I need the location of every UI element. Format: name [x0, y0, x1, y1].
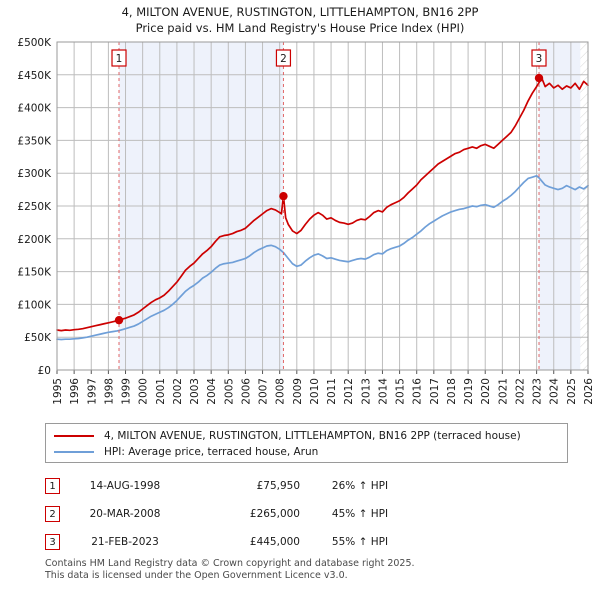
svg-text:2006: 2006	[240, 378, 252, 405]
svg-text:2: 2	[280, 53, 287, 65]
svg-text:£150K: £150K	[17, 267, 52, 279]
svg-text:£450K: £450K	[17, 70, 52, 82]
txn-date-3: 21-FEB-2023	[91, 536, 159, 548]
title-line-1: 4, MILTON AVENUE, RUSTINGTON, LITTLEHAMP…	[121, 5, 479, 19]
svg-text:2000: 2000	[138, 378, 150, 405]
svg-text:2021: 2021	[497, 378, 509, 405]
table-row: 1 14-AUG-1998 £75,950 26% ↑ HPI	[45, 472, 465, 500]
txn-hpi-delta-2: 45% ↑ HPI	[331, 508, 389, 520]
legend-swatch-property-icon	[54, 435, 94, 437]
svg-text:2013: 2013	[360, 378, 372, 405]
x-axis-ticks: 1995 1996 1997 1998 1999 2000 2001 2002 2003 2004…	[52, 370, 595, 405]
svg-text:£400K: £400K	[17, 103, 52, 115]
page-title: 4, MILTON AVENUE, RUSTINGTON, LITTLEHAMP…	[0, 4, 600, 36]
table-row: 3 21-FEB-2023 £445,000 55% ↑ HPI	[45, 528, 465, 556]
svg-text:2015: 2015	[395, 378, 407, 405]
svg-text:2007: 2007	[258, 378, 270, 405]
svg-text:2026: 2026	[583, 378, 595, 405]
svg-text:£350K: £350K	[17, 135, 52, 147]
svg-text:1996: 1996	[69, 378, 81, 405]
svg-text:1995: 1995	[52, 378, 64, 405]
svg-text:2024: 2024	[549, 378, 561, 405]
svg-text:2010: 2010	[309, 378, 321, 405]
y-axis-ticks: £0 £50K £100K £150K £200K £250K £300K £350K £400…	[17, 37, 52, 377]
txn-date-1: 14-AUG-1998	[89, 480, 161, 492]
txn-price-3: £445,000	[249, 536, 300, 548]
svg-text:2008: 2008	[275, 378, 287, 405]
svg-text:£300K: £300K	[17, 168, 52, 180]
transaction-markers: 1 2 3	[111, 49, 547, 325]
svg-text:2018: 2018	[446, 378, 458, 405]
legend-item-hpi: HPI: Average price, terraced house, Arun	[46, 444, 567, 460]
svg-text:2003: 2003	[189, 378, 201, 405]
svg-text:2017: 2017	[429, 378, 441, 405]
svg-text:£100K: £100K	[17, 299, 52, 311]
txn-badge-2: 2	[45, 506, 60, 522]
chart-legend: 4, MILTON AVENUE, RUSTINGTON, LITTLEHAMP…	[45, 423, 568, 463]
txn-hpi-delta-1: 26% ↑ HPI	[331, 480, 389, 492]
chart-container: £0 £50K £100K £150K £200K £250K £300K £350K £400…	[0, 36, 600, 416]
txn-price-1: £75,950	[256, 480, 300, 492]
svg-text:1998: 1998	[103, 378, 115, 405]
transactions-table: 1 14-AUG-1998 £75,950 26% ↑ HPI 2 20-MAR…	[45, 472, 465, 556]
svg-text:2020: 2020	[480, 378, 492, 405]
svg-text:2009: 2009	[292, 378, 304, 405]
svg-text:2023: 2023	[532, 378, 544, 405]
svg-text:2019: 2019	[463, 378, 475, 405]
svg-text:3: 3	[536, 53, 543, 65]
svg-text:1999: 1999	[121, 378, 133, 405]
txn-date-2: 20-MAR-2008	[89, 508, 161, 520]
txn-hpi-delta-3: 55% ↑ HPI	[331, 536, 389, 548]
svg-text:2002: 2002	[172, 378, 184, 405]
svg-text:1: 1	[116, 53, 123, 65]
svg-text:2016: 2016	[412, 378, 424, 405]
svg-text:£0: £0	[38, 365, 51, 377]
legend-item-property: 4, MILTON AVENUE, RUSTINGTON, LITTLEHAMP…	[46, 428, 567, 444]
legend-label-hpi: HPI: Average price, terraced house, Arun	[104, 446, 319, 458]
legend-label-property: 4, MILTON AVENUE, RUSTINGTON, LITTLEHAMP…	[104, 430, 521, 442]
svg-text:£250K: £250K	[17, 201, 52, 213]
table-row: 2 20-MAR-2008 £265,000 45% ↑ HPI	[45, 500, 465, 528]
svg-text:£500K: £500K	[17, 37, 52, 49]
marker-vertical-lines	[118, 42, 540, 370]
legend-swatch-hpi-icon	[54, 451, 94, 453]
chart-gridlines	[56, 41, 589, 371]
svg-text:2022: 2022	[514, 378, 526, 405]
txn-badge-3: 3	[45, 534, 60, 550]
svg-text:2004: 2004	[206, 378, 218, 405]
chart-frame	[56, 41, 589, 371]
svg-text:2011: 2011	[326, 378, 338, 405]
footer-line-1: Contains HM Land Registry data © Crown c…	[45, 558, 415, 569]
footer-line-2: This data is licensed under the Open Gov…	[45, 569, 348, 581]
title-line-2: Price paid vs. HM Land Registry's House …	[135, 21, 465, 35]
svg-text:£200K: £200K	[17, 234, 52, 246]
txn-badge-1: 1	[45, 478, 60, 494]
txn-price-2: £265,000	[249, 508, 300, 520]
svg-text:2005: 2005	[223, 378, 235, 405]
svg-text:2012: 2012	[343, 378, 355, 405]
svg-text:2001: 2001	[155, 378, 167, 405]
price-history-line-chart: £0 £50K £100K £150K £200K £250K £300K £350K £400…	[17, 37, 595, 405]
svg-text:2025: 2025	[566, 378, 578, 405]
svg-text:£50K: £50K	[24, 332, 52, 344]
svg-text:1997: 1997	[86, 378, 98, 405]
chart-series	[56, 77, 589, 341]
svg-text:2014: 2014	[377, 378, 389, 405]
footer-attribution: Contains HM Land Registry data © Crown c…	[45, 558, 565, 581]
